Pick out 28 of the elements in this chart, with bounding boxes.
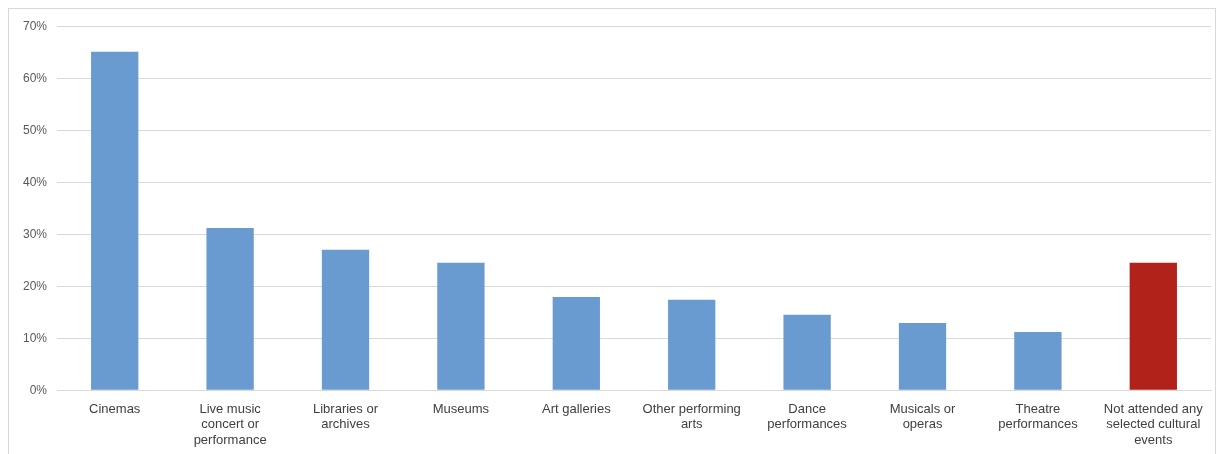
bar <box>1129 262 1177 390</box>
x-tick-label: Cinemas <box>89 400 141 416</box>
bar <box>1014 331 1062 390</box>
y-tick-label: 20% <box>22 278 48 293</box>
bar <box>91 51 139 390</box>
bar <box>437 262 485 390</box>
x-tick-label: Live music concert or performance <box>193 400 267 447</box>
bar <box>321 249 370 390</box>
y-tick-label: 40% <box>22 174 48 189</box>
y-tick-label: 0% <box>29 382 48 397</box>
x-tick-label: Other performing arts <box>642 400 741 432</box>
y-tick-label: 30% <box>22 226 48 241</box>
x-tick-label: Dance performances <box>767 400 848 432</box>
bar <box>206 227 254 390</box>
y-tick-label: 60% <box>22 70 48 85</box>
x-tick-label: Museums <box>432 400 490 416</box>
x-tick-label: Theatre performances <box>998 400 1079 432</box>
bar <box>783 314 831 390</box>
x-tick-label: Libraries or archives <box>313 400 379 432</box>
bar <box>668 299 716 390</box>
bar <box>552 297 600 390</box>
x-tick-label: Musicals or operas <box>889 400 957 432</box>
y-tick-label: 70% <box>22 18 48 33</box>
x-tick-label: Not attended any selected cultural events <box>1103 400 1204 447</box>
bar <box>898 323 947 390</box>
x-tick-label: Art galleries <box>541 400 612 416</box>
y-tick-label: 10% <box>22 330 48 345</box>
y-tick-label: 50% <box>22 122 48 137</box>
